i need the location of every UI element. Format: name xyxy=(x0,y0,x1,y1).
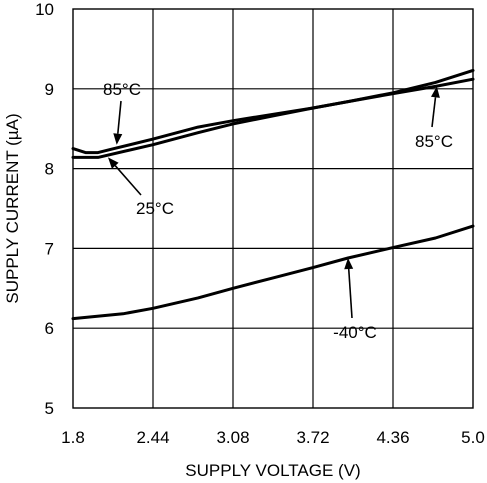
annotation-arrowhead xyxy=(108,157,119,169)
annotation-label: -40°C xyxy=(333,323,377,342)
y-tick-label: 10 xyxy=(35,0,54,19)
x-axis-title: SUPPLY VOLTAGE (V) xyxy=(185,461,360,480)
x-tick-label: 2.44 xyxy=(136,428,169,447)
series-line xyxy=(71,77,475,159)
annotation-arrow xyxy=(431,97,437,128)
series-lines xyxy=(71,68,475,321)
y-tick-label: 8 xyxy=(45,160,54,179)
annotation-label: 85°C xyxy=(415,132,453,151)
x-tick-labels: 1.8 2.44 3.08 3.72 4.36 5.0 xyxy=(61,428,485,447)
x-tick-label: 4.36 xyxy=(376,428,409,447)
annotations: 85°C 25°C 85°C -40°C xyxy=(103,80,453,342)
annotation-arrow xyxy=(114,165,142,196)
y-tick-label: 5 xyxy=(45,399,54,418)
x-tick-label: 5.0 xyxy=(461,428,485,447)
x-tick-label: 3.08 xyxy=(216,428,249,447)
x-tick-label: 1.8 xyxy=(61,428,85,447)
y-axis-title: SUPPLY CURRENT (µA) xyxy=(3,113,22,303)
plot-frame xyxy=(72,8,474,409)
annotation-arrowhead xyxy=(431,86,440,98)
annotation-arrowhead xyxy=(113,133,123,145)
y-tick-labels: 5 6 7 8 9 10 xyxy=(35,0,54,418)
y-tick-label: 7 xyxy=(45,239,54,258)
y-tick-label: 6 xyxy=(45,319,54,338)
y-tick-label: 9 xyxy=(45,80,54,99)
grid xyxy=(73,9,473,408)
annotation-arrow xyxy=(117,100,122,134)
series-line xyxy=(71,224,475,321)
annotation-label: 25°C xyxy=(136,199,174,218)
annotation-arrowhead xyxy=(344,258,354,270)
x-tick-label: 3.72 xyxy=(296,428,329,447)
annotation-arrow xyxy=(347,268,353,319)
annotation-label: 85°C xyxy=(103,80,141,99)
